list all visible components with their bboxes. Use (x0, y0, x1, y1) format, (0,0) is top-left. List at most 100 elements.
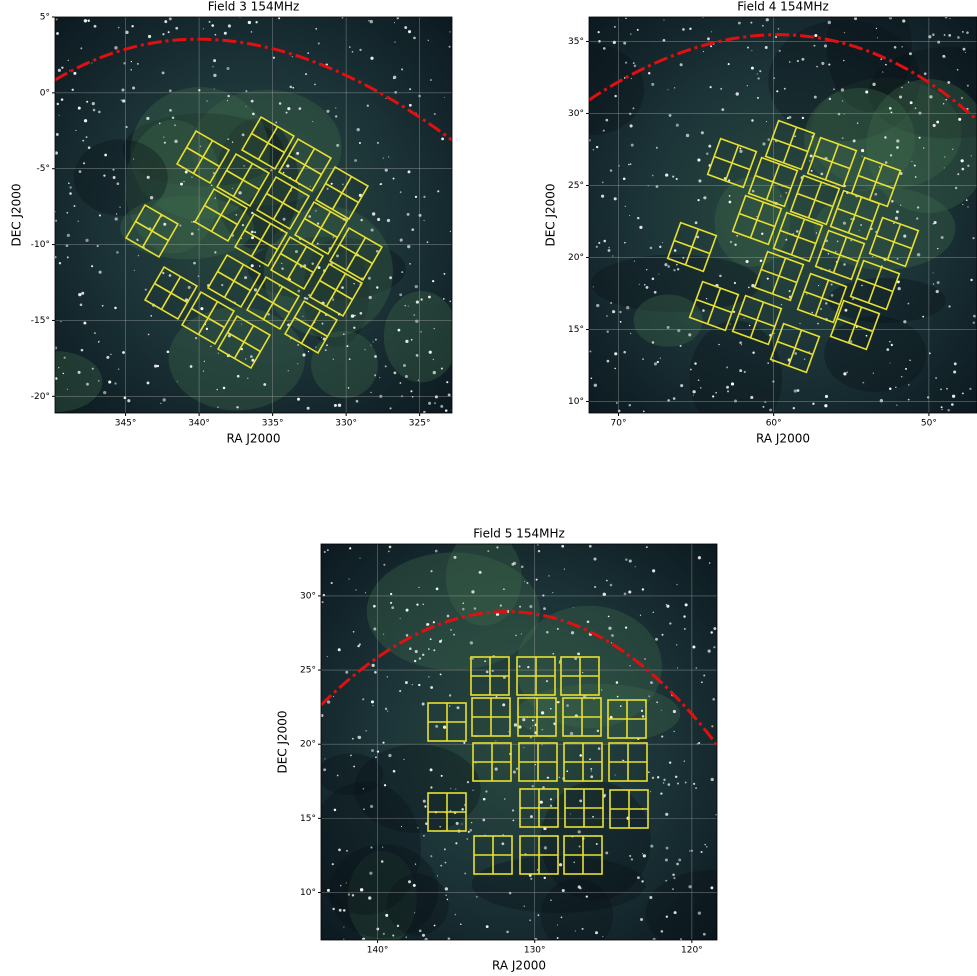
star (116, 213, 117, 214)
star (162, 71, 165, 74)
star (514, 723, 517, 726)
star (251, 236, 254, 239)
star (603, 593, 606, 596)
star (940, 388, 942, 390)
star (654, 362, 657, 365)
star (430, 638, 432, 640)
star (399, 382, 401, 384)
star (434, 402, 436, 404)
star (824, 44, 827, 47)
star (428, 402, 431, 405)
star (382, 847, 383, 848)
y-axis-label: DEC J2000 (276, 710, 290, 773)
star (674, 249, 677, 252)
star (445, 862, 447, 864)
star (435, 395, 438, 398)
star (860, 224, 862, 226)
star (349, 579, 350, 580)
star (802, 58, 805, 61)
star (544, 877, 546, 879)
star (642, 588, 644, 590)
star (519, 606, 521, 608)
star (660, 792, 662, 794)
star (949, 18, 950, 19)
star (966, 199, 968, 201)
x-axis-label: RA J2000 (756, 432, 810, 446)
star (59, 262, 61, 264)
star (348, 893, 350, 895)
star (405, 681, 408, 684)
star (486, 925, 489, 928)
star (614, 352, 617, 355)
star (437, 875, 438, 876)
star (412, 684, 413, 685)
y-tick-label: 30° (300, 591, 316, 601)
chart-title: Field 5 154MHz (473, 527, 565, 541)
star (962, 168, 965, 171)
star (440, 673, 442, 675)
star (796, 230, 799, 233)
star (418, 587, 419, 588)
star (407, 245, 410, 248)
star (456, 706, 459, 709)
star (673, 269, 675, 271)
star (338, 648, 341, 651)
diffuse-emission (645, 870, 777, 955)
star (944, 34, 946, 36)
star (701, 681, 703, 683)
star (119, 207, 120, 208)
star (362, 938, 365, 941)
star (817, 323, 819, 325)
star (317, 222, 319, 224)
star (390, 407, 392, 409)
star (72, 89, 74, 91)
star (392, 935, 394, 937)
star (837, 241, 839, 243)
star (463, 742, 465, 744)
star (908, 384, 909, 385)
star (857, 122, 858, 123)
star (350, 755, 352, 757)
star (67, 256, 69, 258)
star (656, 147, 658, 149)
star (683, 615, 685, 617)
star (333, 359, 334, 360)
x-tick-label: 330° (335, 419, 357, 429)
star (369, 872, 372, 875)
star (371, 700, 374, 703)
star (292, 56, 293, 57)
star (448, 393, 451, 396)
star (962, 31, 964, 33)
star (353, 283, 355, 285)
star (546, 680, 548, 682)
star (944, 167, 945, 168)
star (211, 184, 213, 186)
y-tick-label: 5° (40, 13, 50, 23)
star (476, 896, 478, 898)
star (441, 775, 443, 777)
star (360, 888, 363, 891)
star (66, 212, 68, 214)
star (367, 105, 369, 107)
star (150, 196, 153, 199)
star (61, 67, 63, 69)
star (680, 63, 683, 66)
star (739, 341, 742, 344)
star (333, 696, 334, 697)
star (63, 373, 64, 374)
star (340, 885, 342, 887)
star (334, 809, 337, 812)
star (250, 355, 253, 358)
star (359, 643, 361, 645)
star (255, 21, 257, 23)
star (877, 37, 878, 38)
star (413, 884, 416, 887)
star (138, 255, 139, 256)
star (550, 798, 552, 800)
star (373, 628, 376, 631)
star (854, 17, 857, 20)
y-tick-label: 25° (568, 181, 584, 191)
star (336, 144, 339, 147)
star (401, 271, 403, 273)
star (524, 581, 525, 582)
